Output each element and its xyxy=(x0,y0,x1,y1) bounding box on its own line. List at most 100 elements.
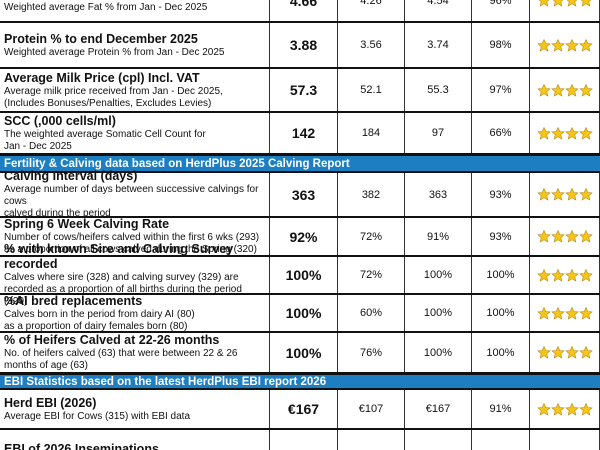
row-title: % with known Sire and Calving Survey rec… xyxy=(4,242,234,271)
star-rating xyxy=(536,230,593,243)
percentile: 100% xyxy=(486,307,515,319)
cell: % of Heifers Calved at 22-26 months No. o… xyxy=(0,333,270,372)
row-description: recorded as a proportion of all births d… xyxy=(4,284,242,307)
star xyxy=(536,188,551,201)
average-value: 72% xyxy=(359,230,383,243)
table-row: Average Milk Price (cpl) Incl. VAT Averag… xyxy=(0,69,600,113)
star xyxy=(564,230,579,243)
star-rating xyxy=(536,188,593,201)
percentile: 98% xyxy=(489,39,512,51)
star xyxy=(578,402,593,416)
row-description: Weighted average Fat % from Jan - Dec 20… xyxy=(4,2,208,13)
row-title: Calving Interval (days) xyxy=(4,169,138,183)
percentile: 97% xyxy=(489,84,512,96)
star xyxy=(564,126,579,140)
row-description: months of age (63) xyxy=(4,360,88,371)
cell xyxy=(530,23,600,67)
cell: Average Milk Price (cpl) Incl. VAT Averag… xyxy=(0,69,270,111)
cell: 60% xyxy=(338,295,405,331)
herd-value: €167 xyxy=(287,401,320,417)
star xyxy=(536,268,551,282)
cell xyxy=(530,430,600,450)
cell xyxy=(472,430,530,450)
cell: Protein % to end December 2025 Weighted a… xyxy=(0,23,270,67)
star xyxy=(550,188,565,201)
star xyxy=(564,402,579,416)
row-title: SCC (,000 cells/ml) xyxy=(4,113,116,128)
star xyxy=(564,268,579,282)
cell: 72% xyxy=(338,218,405,255)
star-rating xyxy=(536,346,593,359)
star-rating xyxy=(536,126,593,140)
star xyxy=(550,38,565,52)
cell: 96% xyxy=(472,0,530,21)
cell: 66% xyxy=(472,113,530,153)
section-row: Fertility & Calving data based on HerdPl… xyxy=(0,155,600,173)
herd-value: 100% xyxy=(285,267,322,283)
cell: Spring 6 Week Calving Rate Number of cows… xyxy=(0,217,270,255)
cell: €167 xyxy=(405,390,472,428)
cell xyxy=(270,430,338,450)
star xyxy=(566,0,577,7)
average-value: 184 xyxy=(361,127,381,139)
cell xyxy=(530,218,600,255)
star-rating xyxy=(536,38,593,52)
row-title: Spring 6 Week Calving Rate xyxy=(4,217,170,231)
cell: 4.66 xyxy=(270,0,338,21)
star xyxy=(578,83,593,97)
cell: 100% xyxy=(270,257,338,293)
cell: 3.88 xyxy=(270,23,338,67)
section-row: EBI Statistics based on the latest HerdP… xyxy=(0,374,600,390)
cell: 184 xyxy=(338,113,405,153)
star-rating xyxy=(536,402,593,416)
herd-value: 57.3 xyxy=(289,82,318,98)
cell: 100% xyxy=(472,257,530,293)
table-row: Protein % to end December 2025 Weighted a… xyxy=(0,23,600,69)
cell xyxy=(338,430,405,450)
star xyxy=(536,38,551,52)
average-value: 76% xyxy=(359,346,383,359)
star xyxy=(550,230,565,243)
percentile: 91% xyxy=(489,403,512,415)
row-description: as a proportion of all cows calved durin… xyxy=(4,244,257,255)
star xyxy=(550,126,565,140)
cell: 93% xyxy=(472,173,530,216)
average-value: 52.1 xyxy=(360,84,382,96)
row-description: The weighted average Somatic Cell Count … xyxy=(4,128,206,140)
cell: 93% xyxy=(472,218,530,255)
cell: 97% xyxy=(472,69,530,111)
row-title: EBI of 2026 Inseminations xyxy=(4,441,159,450)
row-description: Calves where sire (328) and calving surv… xyxy=(4,272,239,283)
label-block: % of Heifers Calved at 22-26 months No. o… xyxy=(0,330,241,375)
star xyxy=(550,346,565,359)
label-block: Herd EBI (2026) Average EBI for Cows (315… xyxy=(0,393,194,426)
average-value: 60% xyxy=(359,307,383,319)
row-description: Jan - Dec 2025 xyxy=(4,140,72,152)
cell: 100% xyxy=(405,257,472,293)
star xyxy=(564,306,579,320)
star xyxy=(536,346,551,359)
percentile: 100% xyxy=(486,269,515,281)
average-value: 72% xyxy=(359,269,383,281)
cell: 98% xyxy=(472,23,530,67)
cell: % with known Sire and Calving Survey rec… xyxy=(0,242,270,307)
star xyxy=(538,0,549,7)
top-value: 3.74 xyxy=(427,39,449,51)
row-description: (Includes Bonuses/Penalties, Excludes Le… xyxy=(4,97,212,109)
cell: SCC (,000 cells/ml) The weighted average … xyxy=(0,113,270,153)
cell: 100% xyxy=(270,295,338,331)
percentile: 93% xyxy=(489,188,512,201)
star xyxy=(580,0,591,7)
row-description: calved during the period xyxy=(4,208,111,219)
percentile: 96% xyxy=(489,0,512,7)
label-block: %AI bred replacements Calves born in the … xyxy=(0,291,199,336)
cell: Herd EBI (2026) Average EBI for Cows (315… xyxy=(0,390,270,428)
cell xyxy=(530,113,600,153)
table-row: % with known Sire and Calving Survey rec… xyxy=(0,242,600,307)
cell: 76% xyxy=(338,333,405,372)
herd-value: 3.88 xyxy=(289,37,318,53)
row-title: Herd EBI (2026) xyxy=(4,395,97,410)
star xyxy=(550,306,565,320)
row-title: % of Heifers Calved at 22-26 months xyxy=(4,333,220,347)
